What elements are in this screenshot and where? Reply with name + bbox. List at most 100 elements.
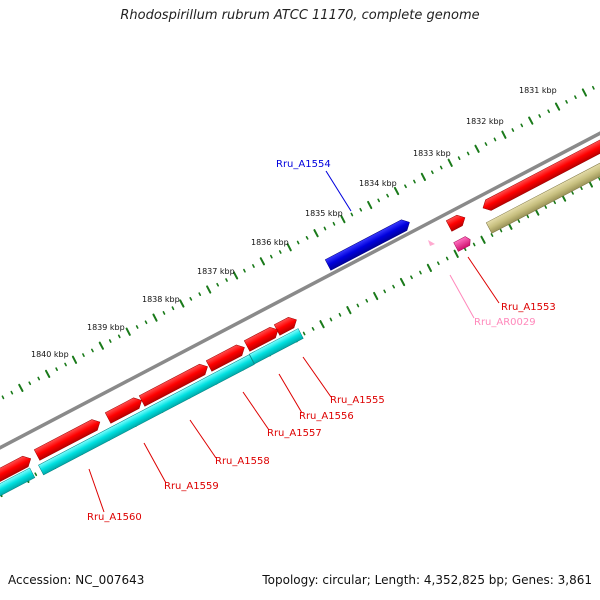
ruler-tick xyxy=(571,191,574,195)
ruler-tick xyxy=(313,229,319,238)
ruler-tick xyxy=(383,289,387,294)
gene-rru-a1560[interactable] xyxy=(33,417,102,461)
ruler-tick xyxy=(413,179,416,184)
ruler-tick xyxy=(144,320,148,325)
ruler-tick xyxy=(346,306,352,315)
ruler-tick xyxy=(1,395,5,400)
gene-cyan-1[interactable] xyxy=(249,328,304,365)
ruler-tick xyxy=(554,102,561,111)
ruler-tick xyxy=(474,144,480,153)
ruler-tick xyxy=(436,261,440,266)
gene-label-rru-a1560[interactable]: Rru_A1560 xyxy=(87,512,142,523)
ruler-tick xyxy=(71,355,78,364)
gene-label-rru-a1559[interactable]: Rru_A1559 xyxy=(164,481,219,492)
gene-cyan-2[interactable] xyxy=(38,354,255,476)
ruler-tick xyxy=(259,257,265,266)
ruler-tick xyxy=(517,219,521,223)
ruler-tick xyxy=(538,114,542,118)
ruler-tick xyxy=(480,235,486,244)
ruler-tick xyxy=(544,205,548,209)
gene-label-rru-ar0029[interactable]: Rru_AR0029 xyxy=(474,317,536,328)
leader-lines xyxy=(88,170,500,513)
ruler-tick xyxy=(225,278,228,282)
ruler-tick xyxy=(37,376,41,381)
ruler-tick xyxy=(419,270,422,275)
ruler-tick xyxy=(179,299,185,308)
ruler-tick xyxy=(553,200,557,205)
ruler-tick xyxy=(305,236,309,240)
feature-olive[interactable] xyxy=(485,157,600,234)
gene-rru-a1554[interactable] xyxy=(324,217,412,271)
ruler-tick xyxy=(323,226,327,231)
genome-summary-text: Topology: circular; Length: 4,352,825 bp… xyxy=(262,573,592,587)
gene-rru-a1555[interactable] xyxy=(273,314,299,336)
map-title: Rhodospirillum rubrum ATCC 11170, comple… xyxy=(120,8,480,23)
ruler-tick xyxy=(135,325,139,329)
ruler-tick xyxy=(356,303,360,308)
gene-rru-a1553[interactable] xyxy=(445,212,468,232)
ruler-label-1832: 1832 kbp xyxy=(466,117,504,126)
rna-rru-ar0029[interactable] xyxy=(453,235,473,252)
gene-rru-a1559[interactable] xyxy=(104,395,144,424)
gene-rru-a1558[interactable] xyxy=(138,361,210,407)
gene-rru-a1552[interactable] xyxy=(480,137,600,214)
ruler-tick xyxy=(28,381,32,386)
ruler-label-1835: 1835 kbp xyxy=(305,209,343,218)
ruler-tick xyxy=(302,331,306,336)
ruler-tick xyxy=(399,277,406,287)
ruler-tick xyxy=(34,472,38,477)
gene-label-rru-a1556[interactable]: Rru_A1556 xyxy=(299,411,354,422)
ruler-tick xyxy=(232,271,239,280)
ruler-tick xyxy=(91,348,94,353)
ruler-tick xyxy=(426,263,432,272)
ruler-labels: 1831 kbp 1832 kbp 1833 kbp 1834 kbp 1835… xyxy=(31,86,557,359)
ruler-tick xyxy=(365,298,369,303)
ruler-label-1838: 1838 kbp xyxy=(142,295,180,304)
accession-text: Accession: NC_007643 xyxy=(8,573,145,587)
gene-label-rru-a1554[interactable]: Rru_A1554 xyxy=(276,159,331,170)
ruler-tick xyxy=(152,313,158,322)
ruler-label-1837: 1837 kbp xyxy=(197,267,235,276)
feature-track-reverse xyxy=(0,314,299,486)
ruler-tick xyxy=(493,137,497,142)
ruler-tick xyxy=(108,339,112,343)
ruler-tick xyxy=(162,310,166,315)
gene-rru-a1561[interactable] xyxy=(0,453,34,486)
ruler-tick xyxy=(484,142,488,146)
ruler-tick xyxy=(499,228,503,233)
ruler-tick xyxy=(311,326,315,331)
ruler-tick xyxy=(457,156,461,160)
ruler-tick xyxy=(55,367,59,372)
feature-track-rna xyxy=(428,235,473,252)
ruler-tick xyxy=(171,306,175,311)
feature-track-forward xyxy=(324,137,600,271)
ruler-tick xyxy=(350,212,354,217)
ruler-tick xyxy=(373,291,379,301)
ruler-tick xyxy=(329,317,333,322)
ruler-tick xyxy=(338,312,342,317)
ruler-tick xyxy=(547,109,551,114)
ruler-tick xyxy=(591,85,595,90)
gene-label-rru-a1555[interactable]: Rru_A1555 xyxy=(330,395,385,406)
ruler-tick xyxy=(404,184,407,189)
ruler-tick xyxy=(189,296,193,301)
ruler-tick xyxy=(581,88,587,97)
feature-track-reverse-cds xyxy=(0,328,304,501)
gene-rru-a1557[interactable] xyxy=(205,342,247,372)
leader-line-rru-a1555 xyxy=(302,356,332,398)
gene-label-rru-a1557[interactable]: Rru_A1557 xyxy=(267,428,322,439)
ruler-tick xyxy=(420,172,426,181)
gene-rru-a1556[interactable] xyxy=(243,324,281,352)
ruler-tick xyxy=(580,186,583,190)
ruler-tick xyxy=(82,353,85,358)
ruler-tick xyxy=(430,170,434,175)
ruler-tick xyxy=(18,383,24,392)
gene-cyan-3[interactable] xyxy=(0,467,36,501)
gene-label-rru-a1553[interactable]: Rru_A1553 xyxy=(501,302,556,313)
ruler-tick xyxy=(64,362,67,367)
gene-label-rru-a1558[interactable]: Rru_A1558 xyxy=(215,456,270,467)
ruler-tick xyxy=(10,390,14,395)
ruler-label-1831: 1831 kbp xyxy=(519,86,557,95)
ruler-tick xyxy=(393,186,400,196)
